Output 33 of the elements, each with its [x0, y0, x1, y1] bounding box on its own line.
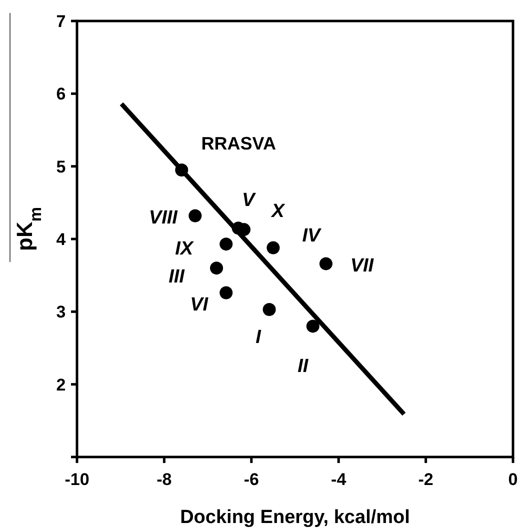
- point: [220, 238, 233, 251]
- y-tick-label: 5: [56, 157, 66, 176]
- point: [210, 262, 224, 275]
- y-tick-label: 6: [56, 84, 66, 104]
- point: [262, 302, 276, 316]
- annotation: VII: [350, 255, 374, 276]
- annotation: RRASVA: [201, 133, 276, 154]
- annotation: VIII: [148, 207, 178, 228]
- point: [306, 320, 320, 333]
- annotation: IX: [175, 238, 194, 260]
- point: [319, 257, 332, 270]
- annotation: III: [168, 266, 186, 288]
- x-tick-label: -10: [64, 470, 90, 489]
- y-tick-label: 4: [56, 230, 66, 249]
- point: [175, 163, 188, 176]
- point: [266, 241, 280, 254]
- x-tick-label: -6: [244, 470, 259, 489]
- y-tick-label: 7: [56, 12, 66, 31]
- annotation: V: [242, 190, 256, 211]
- point: [188, 209, 202, 222]
- x-tick-label: 0: [508, 470, 518, 489]
- x-tick-label: -8: [156, 470, 172, 489]
- x-tick-label: -2: [418, 470, 434, 489]
- y-tick-label: 2: [56, 375, 66, 394]
- annotation: X: [270, 201, 286, 222]
- x-tick-label: -4: [331, 470, 347, 489]
- annotation: IV: [302, 225, 322, 246]
- y-tick-label: 3: [56, 302, 66, 322]
- x-axis-title: Docking Energy, kcal/mol: [180, 507, 410, 528]
- annotation: II: [298, 356, 309, 377]
- point: [220, 286, 233, 300]
- annotation: VI: [190, 294, 209, 316]
- annotation: I: [256, 327, 262, 348]
